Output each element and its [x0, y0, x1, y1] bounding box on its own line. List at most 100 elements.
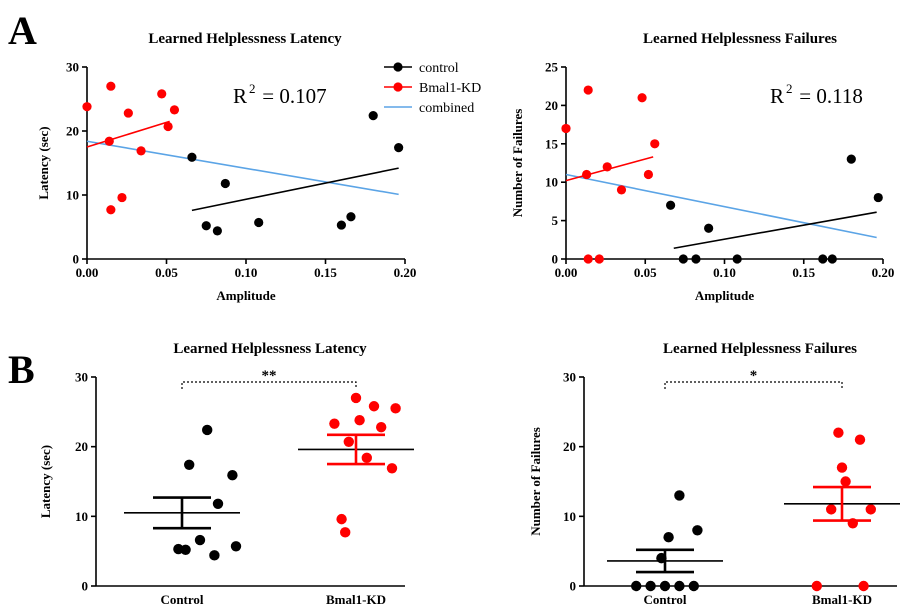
data-point-control: [691, 254, 701, 264]
data-point-bmal1-kd: [826, 504, 837, 515]
data-point-control: [336, 220, 346, 230]
data-point-bmal1-kd: [336, 513, 347, 525]
fit-line-combined: [565, 173, 877, 239]
data-point-bmal1-kd: [836, 462, 848, 473]
data-point-control: [180, 544, 191, 555]
fit-line-combined: [86, 140, 399, 196]
data-point-control: [212, 498, 224, 509]
scatter-chart-failures-amplitude: 0 5 10 15 20 25 Learned Helplessness Failures N…: [510, 31, 894, 303]
data-point-bmal1-kd: [106, 81, 116, 91]
data-point-control: [666, 200, 676, 210]
y-tick-label: 0: [552, 252, 559, 267]
data-point-control: [663, 532, 674, 543]
legend-label: combined: [419, 101, 474, 116]
fit-line-control: [191, 167, 399, 212]
x-tick-label: 0.10: [713, 265, 736, 280]
panel-label-b: B: [8, 347, 35, 392]
data-point-bmal1-kd: [163, 121, 173, 132]
data-point-bmal1-kd: [643, 169, 654, 180]
legend-label: control: [419, 61, 459, 76]
y-tick-label: 10: [66, 188, 79, 203]
y-tick-label: 20: [545, 98, 558, 113]
dot-plot-latency-groups: 0 10 20 30 Learned Helplessness Latency Laten…: [38, 341, 414, 607]
r2-label: R: [770, 84, 784, 108]
data-point-bmal1-kd: [854, 434, 866, 445]
data-point-control: [368, 111, 378, 121]
legend-label: Bmal1-KD: [419, 81, 481, 96]
data-point-control: [678, 254, 688, 264]
data-point-bmal1-kd: [350, 392, 362, 404]
data-point-control: [194, 534, 206, 546]
data-point-control: [692, 525, 703, 536]
chart-title: Learned Helplessness Latency: [173, 341, 367, 357]
x-category-label: Control: [160, 592, 203, 607]
data-point-bmal1-kd: [582, 169, 592, 180]
data-point-bmal1-kd: [376, 421, 387, 433]
data-point-bmal1-kd: [343, 436, 354, 447]
data-point-control: [873, 192, 883, 203]
y-tick-label: 10: [563, 509, 576, 524]
legend-item-control: control: [384, 61, 459, 76]
dot-plot-failures-groups: 0 10 20 30 Learned Helplessness Failures Numb…: [528, 341, 900, 607]
data-point-control: [230, 541, 242, 552]
data-point-bmal1-kd: [354, 414, 365, 426]
data-point-control: [659, 580, 671, 592]
data-point-control: [212, 226, 222, 236]
y-tick-label: 30: [66, 60, 79, 75]
y-tick-label: 0: [73, 252, 80, 267]
data-point-bmal1-kd: [169, 105, 180, 115]
x-tick-label: 0.10: [235, 265, 258, 280]
data-point-bmal1-kd: [616, 185, 627, 195]
chart-title: Learned Helplessness Failures: [663, 341, 857, 357]
data-point-bmal1-kd: [368, 401, 380, 412]
x-tick-label: 0.15: [792, 265, 815, 280]
significance-marker: *: [750, 368, 758, 384]
x-category-label: Bmal1-KD: [326, 592, 386, 607]
data-point-bmal1-kd: [340, 527, 351, 538]
data-point-bmal1-kd: [157, 89, 167, 99]
x-axis-label: Amplitude: [695, 288, 754, 303]
scatter-chart-latency-amplitude: 0 10 20 30 Learned Helplessness Latency Laten…: [36, 31, 416, 303]
data-point-bmal1-kd: [858, 580, 869, 592]
data-point-bmal1-kd: [865, 504, 876, 515]
data-point-control: [346, 212, 356, 222]
r2-superscript: 2: [786, 81, 793, 96]
data-point-control: [254, 217, 264, 228]
data-point-bmal1-kd: [117, 192, 127, 203]
y-tick-label: 10: [75, 509, 88, 524]
y-axis-label: Latency (sec): [36, 126, 51, 199]
data-point-control: [202, 424, 213, 436]
data-point-bmal1-kd: [106, 205, 116, 215]
x-category-label: Control: [643, 592, 686, 607]
y-tick-label: 20: [75, 439, 88, 454]
data-point-bmal1-kd: [136, 146, 146, 156]
r2-value: = 0.118: [794, 84, 863, 108]
y-tick-label: 15: [545, 136, 559, 151]
x-tick-label: 0.15: [314, 265, 337, 280]
data-point-control: [187, 152, 197, 162]
data-point-bmal1-kd: [82, 102, 92, 112]
y-tick-label: 10: [545, 175, 558, 190]
y-tick-label: 20: [563, 439, 576, 454]
data-point-bmal1-kd: [650, 139, 660, 149]
r2-superscript: 2: [249, 81, 256, 96]
r2-label: R: [233, 84, 247, 108]
significance-marker: **: [262, 368, 277, 384]
data-point-bmal1-kd: [561, 123, 571, 134]
fit-line-control: [673, 211, 877, 250]
data-point-bmal1-kd: [104, 136, 114, 146]
chart-title: Learned Helplessness Failures: [643, 31, 837, 47]
data-point-control: [184, 459, 195, 470]
data-point-bmal1-kd: [840, 476, 851, 487]
y-tick-label: 20: [66, 124, 79, 139]
data-point-bmal1-kd: [594, 254, 604, 264]
data-point-control: [201, 221, 211, 231]
data-point-bmal1-kd: [361, 452, 372, 464]
x-category-label: Bmal1-KD: [812, 592, 872, 607]
x-tick-label: 0.20: [872, 265, 895, 280]
y-tick-label: 5: [552, 213, 559, 228]
data-point-bmal1-kd: [329, 418, 340, 429]
y-tick-label: 30: [75, 370, 88, 385]
x-tick-label: 0.00: [76, 265, 99, 280]
